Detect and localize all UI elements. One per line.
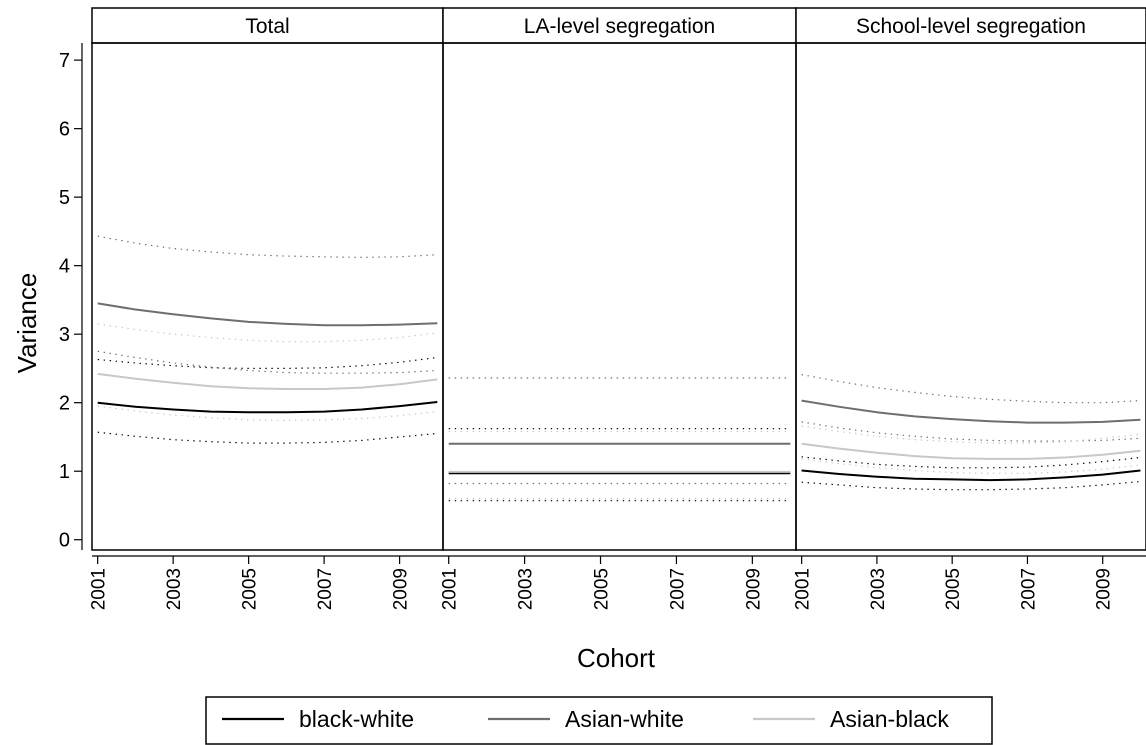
legend-entry-asian-black: Asian-black — [753, 706, 949, 732]
panel-frame — [795, 42, 1146, 551]
x-tick-label: 2001 — [89, 568, 110, 610]
panel-total: Total 2001 2003 2005 2007 2009 — [89, 7, 444, 610]
x-tick-label: 2007 — [1018, 568, 1039, 610]
x-tick-label: 2009 — [391, 568, 412, 610]
ci-upper-asian-black — [97, 323, 438, 343]
ci-lower-asian-white — [801, 421, 1141, 442]
x-tick-label: 2003 — [516, 568, 537, 610]
ci-upper-asian-white — [801, 374, 1141, 404]
series-line-asian-white — [801, 399, 1141, 424]
y-tick-label: 7 — [59, 50, 70, 72]
x-tick-label: 2007 — [667, 568, 688, 610]
ci-upper-black-white — [97, 356, 438, 369]
ci-lower-black-white — [97, 431, 438, 444]
y-tick-label: 4 — [59, 256, 70, 278]
x-tick-label: 2001 — [793, 568, 814, 610]
x-tick-label: 2005 — [240, 568, 261, 610]
legend-label: Asian-white — [565, 706, 684, 732]
series-line-asian-black — [801, 442, 1141, 460]
panel-la-level-segregation: LA-level segregation 2001 2003 2005 2007 2009 — [440, 7, 797, 610]
y-tick-label: 1 — [59, 461, 70, 483]
y-tick-label: 2 — [59, 393, 70, 415]
legend-entry-asian-white: Asian-white — [488, 706, 684, 732]
panel-title: LA-level segregation — [524, 15, 715, 38]
legend-box — [205, 696, 993, 745]
legend-label: Asian-black — [830, 706, 949, 732]
panel-strip — [91, 7, 444, 44]
x-tick-label: 2005 — [943, 568, 964, 610]
ci-upper-asian-white — [97, 235, 438, 259]
series-line-asian-white — [97, 302, 438, 327]
x-tick-label: 2003 — [868, 568, 889, 610]
x-tick-label: 2001 — [440, 568, 461, 610]
y-tick-label: 0 — [59, 530, 70, 552]
series-line-asian-black — [97, 372, 438, 390]
x-tick-label: 2009 — [743, 568, 764, 610]
ci-lower-asian-white — [97, 350, 438, 374]
legend: black-white Asian-white Asian-black — [205, 696, 993, 745]
x-axis-title: Cohort — [577, 643, 656, 673]
series-line-black-white — [801, 469, 1141, 482]
panel-frame — [91, 42, 444, 551]
x-tick-label: 2003 — [164, 568, 185, 610]
y-tick-label: 6 — [59, 119, 70, 141]
ci-upper-black-white — [801, 456, 1141, 469]
y-tick-label: 3 — [59, 324, 70, 346]
y-axis-title: Variance — [12, 273, 42, 374]
y-axis: 0 1 2 3 4 5 6 7 — [59, 43, 83, 552]
panel-title: School-level segregation — [856, 15, 1086, 38]
x-tick-label: 2005 — [592, 568, 613, 610]
ci-lower-black-white — [801, 480, 1141, 491]
x-tick-label: 2009 — [1094, 568, 1115, 610]
y-tick-label: 5 — [59, 187, 70, 209]
legend-label: black-white — [299, 706, 414, 732]
panel-school-level-segregation: School-level segregation 2001 2003 2005 2007… — [793, 7, 1146, 610]
series-line-black-white — [97, 401, 438, 414]
panel-title: Total — [245, 15, 289, 38]
legend-entry-black-white: black-white — [222, 706, 414, 732]
x-tick-label: 2007 — [315, 568, 336, 610]
ci-lower-asian-black — [801, 458, 1141, 474]
ci-upper-asian-black — [801, 425, 1141, 444]
